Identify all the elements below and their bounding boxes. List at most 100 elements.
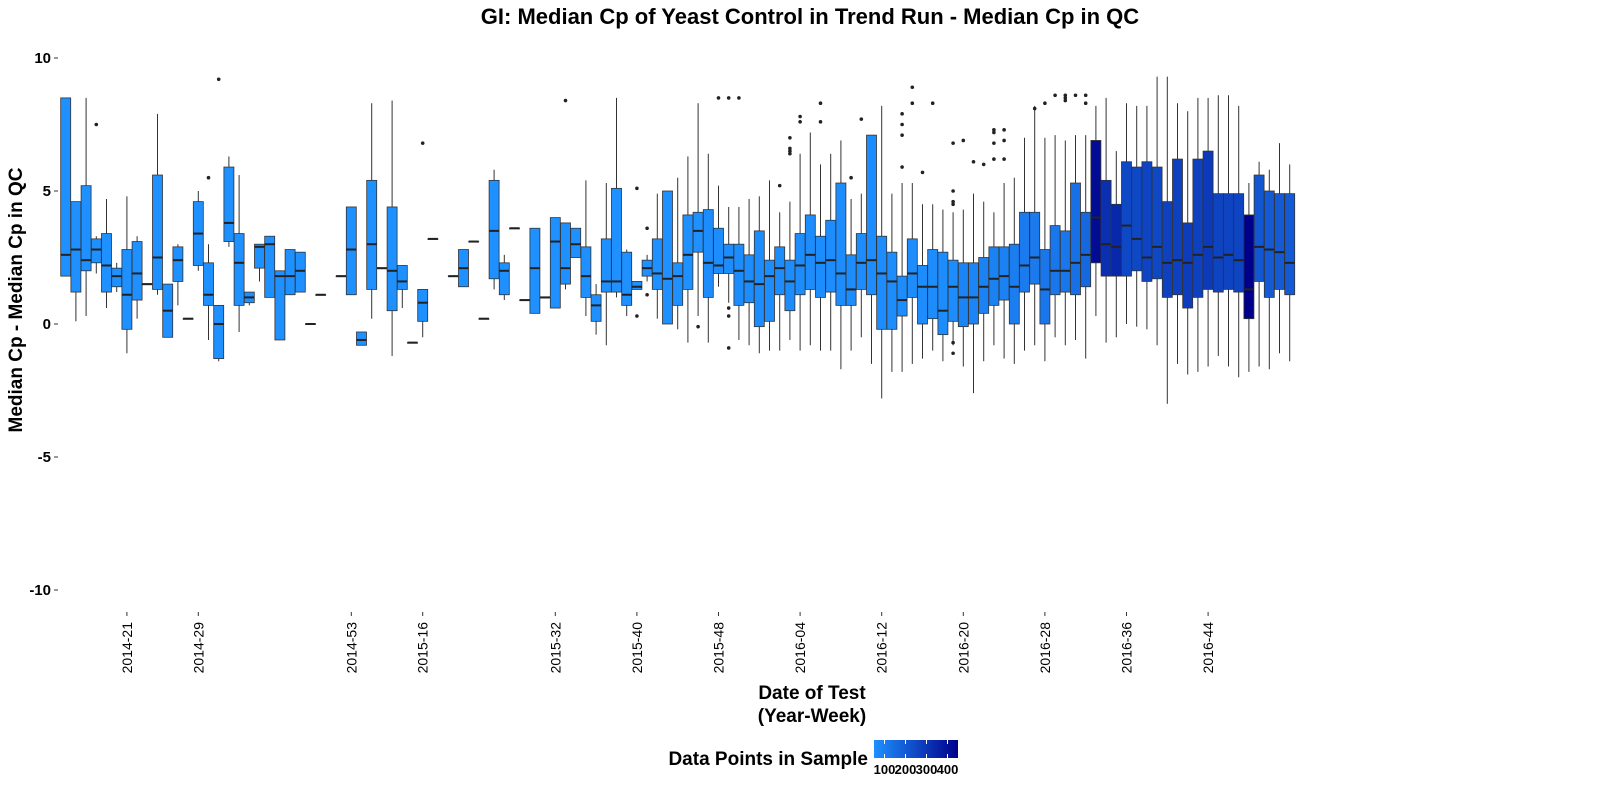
outlier-point bbox=[849, 175, 853, 180]
outlier-point bbox=[930, 101, 935, 106]
box-iqr bbox=[1121, 161, 1132, 277]
box-iqr bbox=[488, 179, 500, 280]
box-47 bbox=[529, 227, 541, 314]
outlier-point bbox=[900, 122, 904, 127]
box-97 bbox=[1039, 101, 1051, 362]
outlier-point bbox=[645, 292, 649, 297]
box-iqr bbox=[570, 227, 582, 258]
box-iqr bbox=[1019, 211, 1030, 293]
box-iqr bbox=[723, 243, 735, 274]
box-39 bbox=[447, 275, 459, 278]
box-iqr bbox=[651, 238, 663, 290]
x-tick-label: 2014-21 bbox=[119, 622, 135, 674]
outlier-point bbox=[1063, 98, 1068, 103]
box-iqr bbox=[233, 233, 245, 306]
box-iqr bbox=[855, 233, 867, 290]
outlier-point bbox=[1002, 128, 1006, 132]
x-tick-label: 2015-40 bbox=[629, 622, 645, 674]
box-59 bbox=[651, 193, 663, 319]
box-90 bbox=[968, 159, 979, 394]
outlier-point bbox=[1063, 96, 1068, 100]
box-12 bbox=[172, 244, 184, 306]
box-109 bbox=[1161, 76, 1173, 404]
box-iqr bbox=[70, 201, 82, 293]
box-iqr bbox=[264, 235, 276, 298]
outlier-point bbox=[798, 114, 802, 119]
box-32 bbox=[376, 267, 388, 270]
box-iqr bbox=[152, 174, 163, 290]
legend-title: Data Points in Sample bbox=[668, 749, 868, 770]
outlier-point bbox=[981, 162, 986, 167]
outlier-point bbox=[737, 96, 741, 100]
box-22 bbox=[274, 270, 286, 341]
box-119 bbox=[1263, 169, 1275, 370]
box-91 bbox=[978, 162, 990, 362]
chart-title: GI: Median Cp of Yeast Control in Trend … bbox=[481, 4, 1140, 29]
box-iqr bbox=[713, 227, 724, 274]
outlier-point bbox=[216, 77, 221, 82]
box-49 bbox=[549, 217, 561, 309]
box-iqr bbox=[764, 259, 775, 322]
box-iqr bbox=[172, 246, 184, 282]
box-60 bbox=[662, 190, 673, 325]
box-iqr bbox=[896, 275, 908, 317]
box-iqr bbox=[1151, 166, 1163, 280]
color-legend: Data Points in Sample 100 200 300 400 bbox=[668, 740, 958, 777]
box-iqr bbox=[784, 259, 796, 312]
box-15 bbox=[203, 175, 214, 340]
box-iqr bbox=[917, 265, 928, 325]
box-iqr bbox=[794, 233, 806, 296]
x-tick-label: 2015-32 bbox=[547, 622, 563, 674]
outlier-point bbox=[951, 141, 955, 145]
outlier-point bbox=[1083, 101, 1088, 106]
box-83 bbox=[896, 112, 908, 372]
box-80 bbox=[866, 134, 877, 364]
box-iqr bbox=[927, 249, 939, 320]
box-iqr bbox=[743, 254, 755, 304]
box-iqr bbox=[90, 238, 102, 264]
box-iqr bbox=[417, 289, 429, 322]
box-71 bbox=[774, 183, 786, 351]
box-14 bbox=[192, 191, 204, 271]
outlier-point bbox=[951, 351, 955, 356]
box-iqr bbox=[1080, 211, 1092, 288]
box-iqr bbox=[631, 281, 643, 290]
box-76 bbox=[825, 153, 837, 351]
box-70 bbox=[764, 180, 775, 351]
box-112 bbox=[1192, 97, 1204, 372]
outlier-point bbox=[726, 314, 731, 318]
box-95 bbox=[1019, 137, 1030, 351]
x-axis-title-line-2: (Year-Week) bbox=[758, 706, 866, 727]
box-79 bbox=[855, 117, 867, 338]
box-iqr bbox=[1182, 222, 1194, 309]
box-iqr bbox=[498, 262, 510, 296]
box-10 bbox=[152, 113, 163, 295]
outlier-point bbox=[1002, 138, 1006, 143]
box-iqr bbox=[356, 331, 367, 346]
box-iqr bbox=[978, 257, 990, 314]
box-iqr bbox=[1100, 179, 1112, 277]
box-52 bbox=[580, 180, 592, 317]
box-9 bbox=[141, 283, 153, 286]
box-iqr bbox=[1223, 193, 1234, 290]
box-77 bbox=[835, 140, 847, 370]
x-tick-label: 2014-53 bbox=[343, 622, 359, 674]
box-85 bbox=[917, 170, 928, 359]
box-100 bbox=[1070, 93, 1081, 340]
box-35 bbox=[407, 341, 418, 344]
outlier-point bbox=[1083, 93, 1088, 98]
box-36 bbox=[417, 141, 429, 338]
box-67 bbox=[733, 96, 745, 340]
box-iqr bbox=[937, 251, 949, 336]
box-iqr bbox=[345, 206, 357, 296]
box-24 bbox=[294, 251, 306, 293]
box-66 bbox=[723, 96, 735, 350]
outlier-point bbox=[818, 120, 823, 124]
box-iqr bbox=[835, 182, 847, 306]
box-58 bbox=[641, 226, 653, 297]
box-iqr bbox=[131, 241, 143, 301]
box-113 bbox=[1202, 97, 1214, 367]
box-121 bbox=[1284, 164, 1296, 362]
box-26 bbox=[315, 293, 327, 296]
box-72 bbox=[784, 136, 796, 340]
